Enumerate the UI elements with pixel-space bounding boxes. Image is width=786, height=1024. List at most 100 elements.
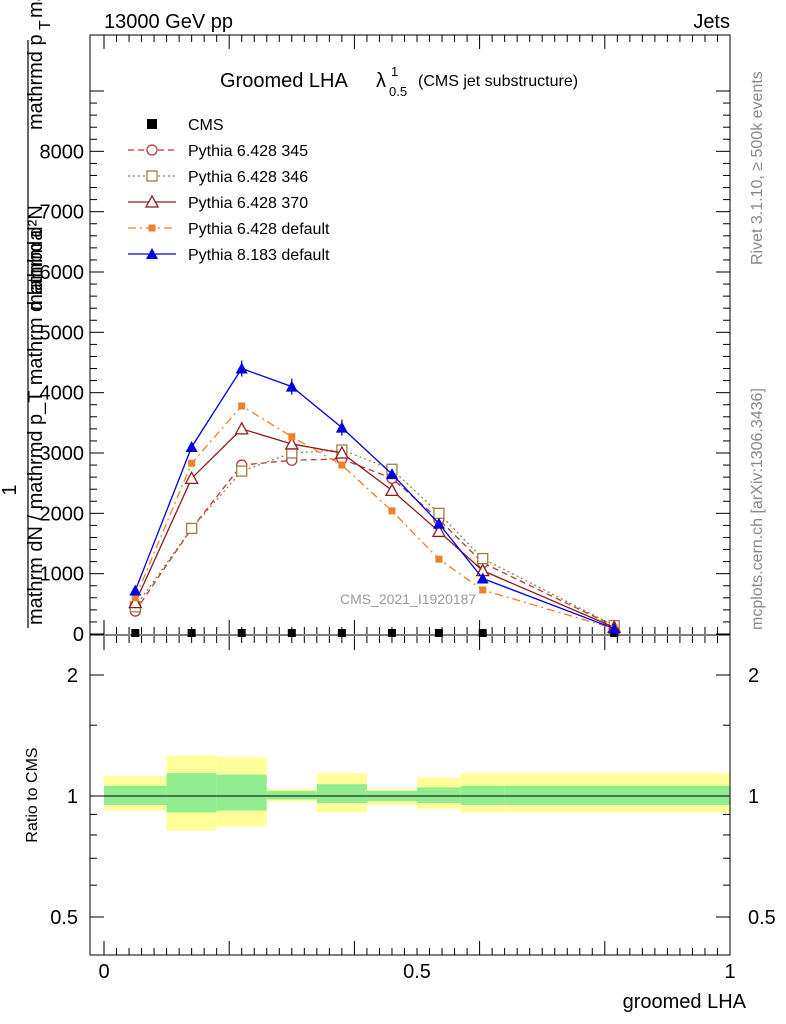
data-point [337,629,346,637]
data-point [128,595,143,609]
x-tick-label: 1 [724,961,735,983]
y-tick-label: 5000 [40,322,85,344]
data-point [288,433,296,441]
ylabel-numerator: mathrm d²N [25,205,47,311]
ratio-inner-band [216,774,267,811]
x-tick-label: 0 [98,961,109,983]
rivet-label: Rivet 3.1.10, ≥ 500k events [749,71,766,265]
ratio-tick-label-right: 1 [748,786,759,808]
data-point [185,522,198,535]
y-tick-label: 1000 [40,564,85,586]
data-point [334,445,349,459]
ratio-tick-label-left: 2 [67,665,78,687]
mcplots-label: mcplots.cern.ch [arXiv:1306.3436] [749,388,766,630]
data-point [238,402,246,410]
series-line [134,367,615,630]
data-point [338,461,346,469]
y-tick-label: 7000 [40,202,85,224]
legend-label: Pythia 6.428 default [188,221,330,238]
main-y-axis-label: mathrm d²N mathrmd p T mathrm d lambda 1… [0,0,54,628]
data-point [385,468,398,480]
title-note: (CMS jet substructure) [418,73,578,90]
header-energy: 13000 GeV pp [104,11,233,33]
y-tick-label: 4000 [40,383,85,405]
series-line [134,405,615,630]
data-point [388,507,396,515]
data-point [187,629,196,637]
ratio-y-label: Ratio to CMS [24,747,41,842]
series-layer [128,360,622,637]
ratio-inner-band [104,785,167,805]
data-point [236,465,248,477]
ratio-inner-band [417,787,461,804]
title-subscript: 0.5 [389,84,407,99]
data-point [188,459,196,467]
main-axis-ticks [90,35,731,635]
title-symbol: λ [376,70,386,92]
x-axis-label: groomed LHA [623,991,747,1013]
ratio-inner-band [266,790,317,800]
legend-marker [144,194,160,208]
y-tick-label: 3000 [40,443,85,465]
y-tick-label: 2000 [40,503,85,525]
legend-label: Pythia 6.428 345 [188,143,308,160]
series-pythia-6-428-370 [128,421,622,634]
ratio-inner-band [166,773,217,813]
data-point [476,572,489,584]
legend: CMS Pythia 6.428 345 Pythia 6.428 346 Pythi… [128,117,330,264]
legend-entry: Pythia 6.428 346 [128,169,308,186]
ratio-inner-band [460,785,505,805]
ratio-tick-label-left: 1 [67,786,78,808]
data-point [284,436,299,450]
legend-entry: Pythia 6.428 default [128,221,330,238]
data-point [431,524,447,538]
data-point [234,421,249,435]
ratio-plot-frame [89,634,731,956]
ylabel-one: 1 [0,484,21,495]
title-main: Groomed LHA [220,70,348,92]
data-point [287,629,296,637]
header-jets: Jets [693,11,730,33]
ylabel-numerator-rest: mathrmd p [25,34,47,130]
data-point [478,629,487,637]
data-point [384,483,400,497]
legend-label: CMS [188,117,224,134]
legend-entry: Pythia 6.428 345 [128,143,308,160]
data-point [129,584,142,596]
data-point [131,594,139,602]
ratio-tick-label-left: 0.5 [50,907,78,929]
ratio-axis-ticks: 0.5 0.5 1 1 2 2 [50,636,776,955]
legend-entry: CMS [147,117,224,134]
data-point [479,586,487,594]
main-ytick-labels: 0 1000 2000 3000 4000 5000 6000 7000 8000 [40,141,85,646]
ylabel-numerator-sub: T [37,20,54,30]
legend-marker [147,119,157,129]
data-point [477,552,489,565]
ratio-inner-band [504,785,730,805]
title-superscript: 1 [391,64,398,79]
legend-label: Pythia 6.428 370 [188,195,308,212]
data-point [434,629,443,637]
data-point [608,622,621,634]
legend-marker [146,248,158,259]
data-point [387,629,396,637]
legend-entry: Pythia 8.183 default [128,247,330,264]
x-tick-label: 0.5 [403,961,431,983]
ratio-inner-band [316,784,367,804]
legend-entry: Pythia 6.428 370 [128,194,308,212]
data-point [184,470,199,484]
legend-label: Pythia 6.428 346 [188,169,308,186]
data-point [131,629,140,637]
legend-marker [146,144,158,156]
analysis-watermark: CMS_2021_I1920187 [340,591,476,607]
y-tick-label: 6000 [40,262,85,284]
legend-marker [146,170,158,182]
y-tick-label: 0 [73,624,84,646]
legend-label: Pythia 8.183 default [188,247,330,264]
data-point [432,517,445,529]
y-tick-label: 8000 [40,141,85,163]
data-point [237,629,246,637]
xtick-labels: 0 0.5 1 [98,961,735,983]
ylabel-denominator: mathrm dN / mathrmd p_T mathrm d lambda [25,229,47,625]
ratio-tick-label-right: 0.5 [748,907,776,929]
